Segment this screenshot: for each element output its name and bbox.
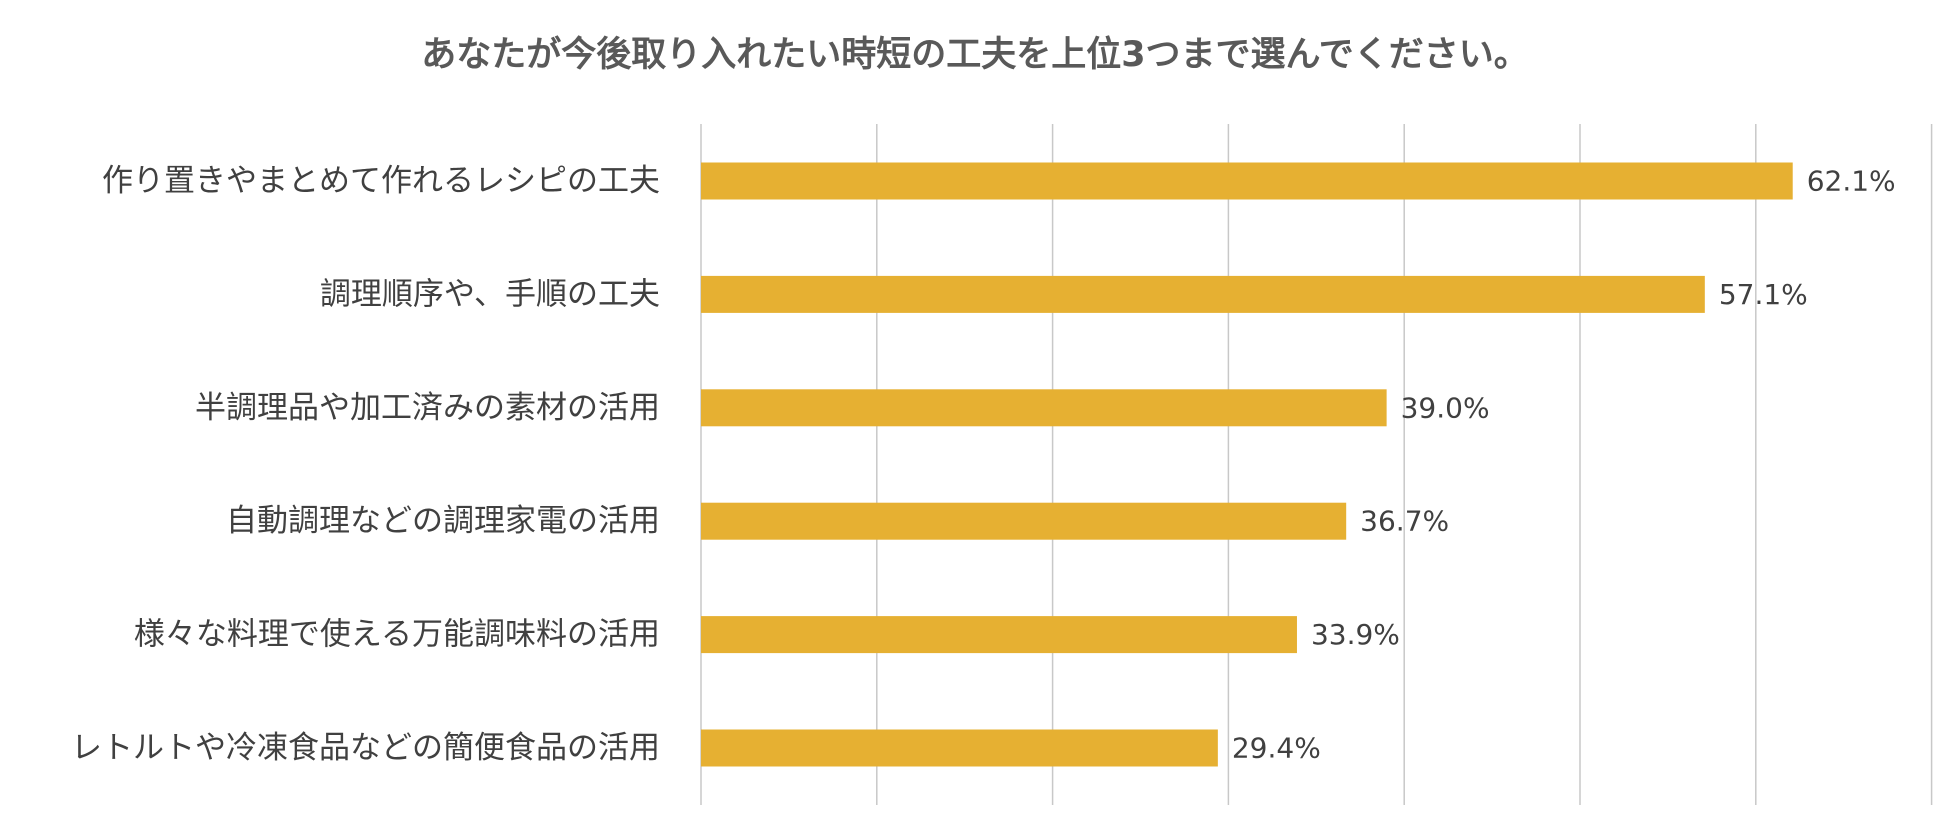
data-label: 39.0% (1401, 391, 1490, 424)
data-label: 57.1% (1719, 278, 1808, 311)
bar (701, 275, 1705, 313)
chart-title: あなたが今後取り入れたい時短の工夫を上位3つまで選んでください。 (421, 35, 1529, 75)
bar (701, 162, 1793, 200)
value-labels: 62.1% 57.1% 39.0% 36.7% 33.9% 29.4% (1232, 165, 1896, 765)
data-label: 29.4% (1232, 732, 1321, 765)
category-label: 作り置きやまとめて作れるレシピの工夫 (102, 163, 660, 199)
category-label: 調理順序や、手順の工夫 (320, 276, 660, 312)
bars (701, 162, 1793, 767)
bar (701, 502, 1347, 540)
category-label: 自動調理などの調理家電の活用 (226, 503, 660, 539)
data-label: 33.9% (1311, 618, 1400, 651)
category-label: 半調理品や加工済みの素材の活用 (195, 390, 660, 426)
category-label: 様々な料理で使える万能調味料の活用 (134, 617, 660, 653)
bar (701, 389, 1387, 427)
gridlines (700, 124, 1933, 805)
category-labels: 作り置きやまとめて作れるレシピの工夫調理順序や、手順の工夫半調理品や加工済みの素… (71, 163, 660, 766)
bar (701, 616, 1297, 654)
bar (701, 729, 1218, 767)
data-label: 36.7% (1360, 505, 1449, 538)
category-label: レトルトや冷凍食品などの簡便食品の活用 (71, 730, 660, 766)
data-label: 62.1% (1807, 165, 1896, 198)
